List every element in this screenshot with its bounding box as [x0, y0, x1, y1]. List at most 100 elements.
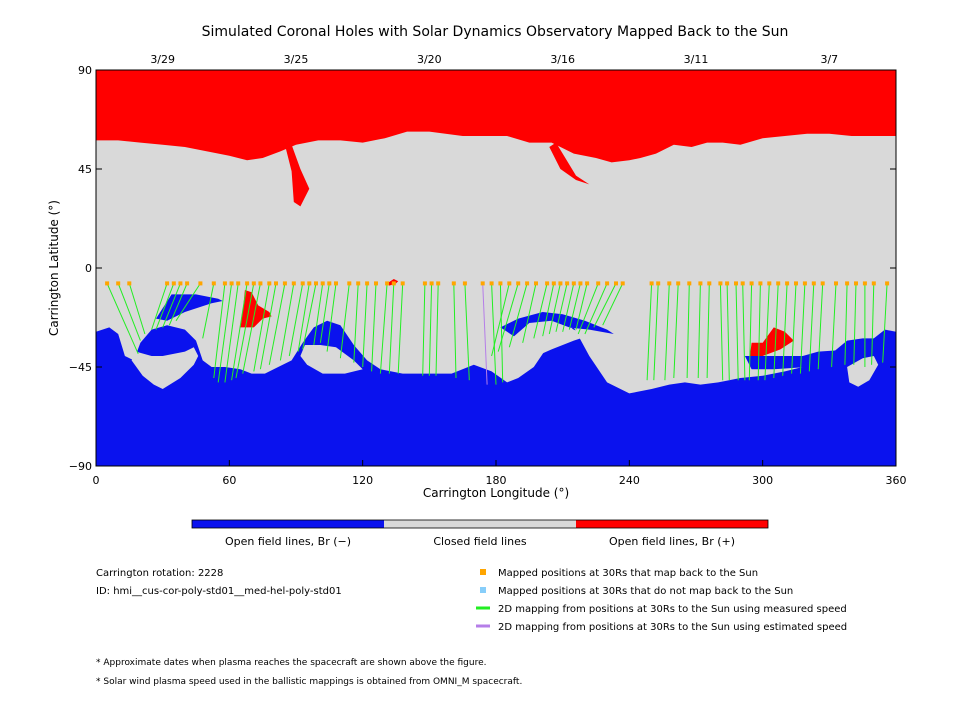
y-tick-label-45: 45: [78, 163, 92, 176]
mapping-line-45: [542, 283, 555, 337]
mapped-point-37: [480, 281, 485, 286]
mapping-line-9: [213, 283, 226, 379]
y-tick-label-0: 0: [85, 262, 92, 275]
x-axis-ticks: 0 60 120 180 240 300 360: [93, 460, 907, 487]
mapping-line-5: [162, 283, 181, 328]
legend-estimated-label: 2D mapping from positions at 30Rs to the…: [498, 622, 847, 633]
mapping-line-20: [297, 283, 310, 352]
mapped-point-16: [274, 281, 278, 286]
mapped-point-45: [551, 281, 556, 286]
legend-unmapped-swatch: [480, 587, 486, 593]
colorbar-segment-2: [576, 520, 768, 528]
mapped-point-69: [776, 281, 781, 286]
closed-islands: [131, 320, 879, 389]
legend-measured-label: 2D mapping from positions at 30Rs to the…: [498, 604, 847, 615]
mapping-line-77: [853, 283, 857, 365]
mapped-point-53: [614, 281, 618, 286]
x-tick-label-180: 180: [486, 474, 507, 487]
mapped-point-17: [282, 281, 287, 286]
x-tick-label-120: 120: [352, 474, 373, 487]
mapped-point-72: [802, 281, 807, 286]
y-axis-label: Carrington Latitude (°): [47, 200, 61, 336]
mapping-line-67: [757, 283, 761, 381]
mapping-line-53: [593, 283, 617, 328]
mapping-line-6: [168, 283, 188, 326]
mapping-line-19: [288, 283, 304, 357]
positive-patch-1: [749, 327, 794, 361]
legend-mapped-label: Mapped positions at 30Rs that map back t…: [498, 568, 758, 579]
mapped-point-76: [845, 281, 850, 286]
mapped-point-40: [507, 281, 512, 286]
mapping-line-79: [871, 283, 875, 365]
mapping-line-69: [773, 283, 779, 379]
mapping-line-14: [242, 283, 261, 374]
mapped-point-24: [334, 281, 338, 286]
mapped-point-27: [365, 281, 370, 286]
mapped-point-49: [578, 281, 583, 286]
mapping-line-75: [831, 283, 837, 368]
mapped-point-70: [785, 281, 790, 286]
mapped-point-31: [400, 281, 405, 286]
mapped-point-59: [687, 281, 692, 286]
mapping-line-22: [313, 283, 324, 346]
mapped-point-50: [585, 281, 590, 286]
date-label-1: 3/25: [284, 53, 309, 66]
mapping-line-33: [428, 283, 433, 376]
mapped-point-63: [725, 281, 730, 286]
legend-mapped-swatch: [480, 569, 486, 575]
colorbar-label-1: Closed field lines: [433, 535, 527, 548]
mapped-point-66: [749, 281, 754, 286]
mapped-point-75: [834, 281, 838, 286]
mapped-point-79: [871, 281, 876, 286]
mapped-point-65: [740, 281, 745, 286]
mapping-line-60: [697, 283, 701, 379]
north-positive-open-region: [96, 70, 896, 163]
mapped-point-80: [885, 281, 890, 286]
mapped-point-15: [267, 281, 272, 286]
mapping-line-11: [224, 283, 239, 383]
mapped-point-73: [811, 281, 816, 286]
mapped-point-77: [854, 281, 858, 286]
mapped-point-23: [327, 281, 332, 286]
mapping-line-73: [808, 283, 815, 372]
mapping-line-47: [555, 283, 568, 332]
closed-island-0: [131, 347, 199, 389]
mapping-line-15: [253, 283, 270, 372]
mapping-line-2: [128, 283, 146, 335]
mapping-line-74: [817, 283, 824, 370]
mapping-line-37: [482, 283, 488, 385]
mapping-line-65: [742, 283, 746, 381]
mapped-point-25: [347, 281, 352, 286]
mapping-line-44: [533, 283, 548, 339]
mapped-point-28: [374, 281, 378, 286]
mapped-point-0: [105, 281, 110, 286]
mapped-point-71: [794, 281, 798, 286]
closed-island-2: [509, 320, 588, 367]
mapping-line-52: [584, 283, 608, 335]
mapping-line-57: [664, 283, 670, 381]
mapped-point-8: [211, 281, 216, 286]
date-label-3: 3/16: [550, 53, 575, 66]
date-label-0: 3/29: [150, 53, 175, 66]
mapping-line-12: [231, 283, 248, 381]
x-tick-label-60: 60: [222, 474, 236, 487]
mapped-point-64: [734, 281, 738, 286]
mapped-point-1: [116, 281, 121, 286]
mapped-point-10: [229, 281, 234, 286]
closed-island-1: [300, 345, 363, 374]
mapped-point-41: [516, 281, 521, 286]
date-label-2: 3/20: [417, 53, 442, 66]
positive-patches: [240, 279, 794, 361]
carrington-rotation: Carrington rotation: 2228: [96, 568, 223, 579]
mapped-point-32: [422, 281, 427, 286]
mapped-point-44: [545, 281, 550, 286]
date-label-5: 3/7: [820, 53, 838, 66]
mapping-line-63: [726, 283, 730, 381]
mapped-point-22: [320, 281, 325, 286]
mapping-line-61: [706, 283, 710, 379]
mapping-line-4: [155, 283, 175, 330]
y-tick-label--90: −90: [69, 460, 92, 473]
mapped-point-61: [707, 281, 712, 286]
mapping-line-17: [268, 283, 286, 365]
mapped-point-47: [565, 281, 570, 286]
